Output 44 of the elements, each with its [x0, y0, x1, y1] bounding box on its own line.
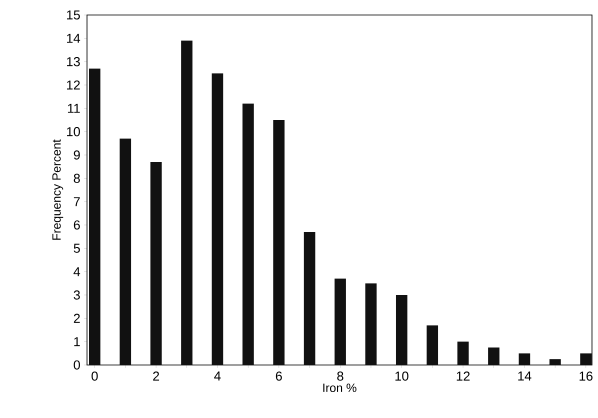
- y-tick-label: 13: [67, 57, 80, 66]
- bar: [304, 232, 316, 365]
- y-tick-label: 4: [74, 267, 80, 276]
- bar: [365, 283, 377, 365]
- bar: [518, 353, 530, 365]
- y-tick-label: 10: [67, 127, 80, 136]
- bar: [426, 325, 438, 365]
- x-tick-label: 2: [153, 372, 160, 381]
- bar: [549, 359, 561, 365]
- y-tick-label: 5: [74, 244, 80, 253]
- x-tick-label: 6: [276, 372, 282, 381]
- bar: [212, 73, 224, 365]
- bar: [396, 294, 408, 365]
- y-tick-label: 2: [74, 314, 80, 323]
- x-tick-label: 16: [580, 372, 593, 381]
- y-tick-label: 9: [74, 150, 80, 160]
- x-tick-label: 10: [395, 372, 408, 381]
- x-tick-label: 14: [518, 372, 532, 380]
- bar: [580, 353, 592, 365]
- y-tick-label: 14: [67, 34, 80, 43]
- x-tick-label: 12: [456, 372, 470, 381]
- bar: [181, 40, 192, 365]
- y-tick-label: 8: [74, 174, 80, 183]
- y-tick-label: 1: [74, 337, 80, 346]
- bar: [457, 342, 469, 365]
- x-tick-label: 0: [92, 372, 98, 381]
- bar: [120, 138, 132, 365]
- bar: [89, 68, 100, 365]
- x-tick-label: 4: [214, 372, 221, 380]
- y-tick-label: 7: [74, 197, 80, 206]
- y-tick-label: 6: [74, 220, 80, 230]
- y-tick-label: 12: [67, 80, 80, 90]
- y-axis-title: Frequency Percent: [52, 139, 64, 240]
- x-axis-title: Iron %: [323, 384, 356, 392]
- bar: [273, 120, 285, 365]
- bar: [488, 347, 500, 365]
- y-tick-label: 3: [74, 290, 80, 300]
- bar: [242, 104, 254, 365]
- y-tick-label: 15: [67, 10, 80, 20]
- y-tick-label: 0: [74, 360, 80, 370]
- x-tick-label: 8: [337, 372, 344, 381]
- y-tick-label: 11: [68, 104, 80, 113]
- bar: [150, 162, 162, 365]
- bar: [334, 278, 346, 365]
